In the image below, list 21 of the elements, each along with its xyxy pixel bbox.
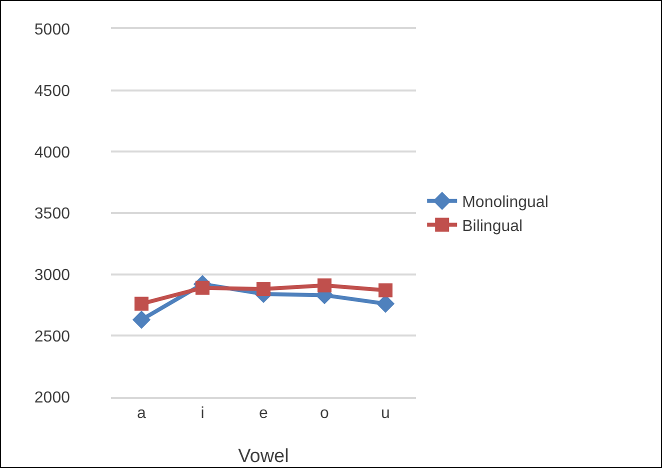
- y-tick-label: 5000: [34, 22, 70, 39]
- y-tick-label: 4000: [34, 144, 70, 162]
- y-tick-label: 2000: [34, 390, 70, 407]
- x-tick-label: i: [200, 404, 204, 422]
- point: [256, 282, 270, 296]
- legend-label: Bilingual: [462, 218, 523, 235]
- point: [378, 283, 392, 298]
- point: [132, 310, 151, 329]
- x-tick-label: a: [137, 404, 146, 422]
- y-tick-label: 3000: [34, 266, 70, 284]
- x-axis-title: Vowel: [238, 446, 289, 467]
- y-tick-label: 4500: [34, 82, 70, 100]
- y-tick-label: 2500: [34, 328, 70, 346]
- point: [318, 278, 332, 292]
- x-tick-label: o: [320, 404, 330, 422]
- point: [196, 280, 210, 295]
- x-tick-label: e: [259, 404, 268, 422]
- x-tick-label: u: [381, 404, 390, 422]
- point: [134, 296, 148, 311]
- y-tick-label: 3500: [34, 206, 70, 223]
- legend-label: Monolingual: [462, 194, 548, 212]
